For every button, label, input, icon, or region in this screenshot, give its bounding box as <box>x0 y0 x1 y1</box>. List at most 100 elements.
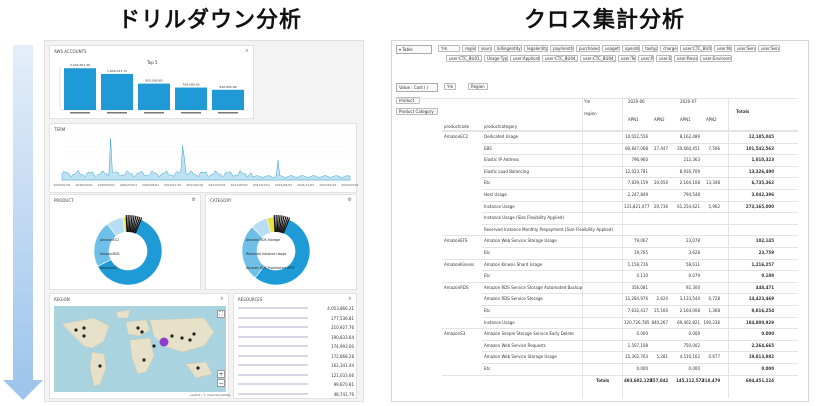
value-cell: 92,300 <box>686 284 700 290</box>
column-total-cell: 218,479 <box>702 377 721 383</box>
close-icon[interactable]: × <box>219 296 224 302</box>
aws-accounts-panel: AWS ACCOUNTS × Top 5 2,034,657.48 1,834,0… <box>49 45 254 119</box>
filter-chip[interactable]: usagetype <box>602 45 620 52</box>
settings-icon[interactable]: ⚙ <box>191 197 196 203</box>
grid-border <box>442 258 798 260</box>
value-cell: 79,067 <box>634 238 648 244</box>
row-category: Etc <box>484 273 491 279</box>
bar <box>212 89 244 110</box>
region-map[interactable] <box>54 306 226 392</box>
value-cell: 20,660,451 <box>677 145 700 151</box>
value-cell: 0.677 <box>708 354 720 360</box>
x-tick-label: 2020/05/01 <box>98 183 115 187</box>
filter-chip[interactable]: user:CTC_BU04_System <box>680 45 712 52</box>
donut-small-slice <box>273 215 276 233</box>
x-tick-label: 2021/05/01 <box>231 183 248 187</box>
filter-chip[interactable]: user:Environment <box>700 55 732 62</box>
row-category: Dedicated Usage <box>484 134 519 139</box>
grid-border <box>482 293 798 295</box>
filter-chip[interactable]: user:Application <box>510 55 540 62</box>
value-cell: 80,847,068 <box>625 145 648 151</box>
filter-chip[interactable]: user:Role <box>638 55 654 62</box>
resource-cost: 48,741.76 <box>333 391 354 397</box>
grid-border <box>728 98 729 398</box>
region-pin <box>82 326 86 330</box>
x-tick-label: 2021/01/01 <box>186 183 203 187</box>
filter-chip[interactable]: Ym <box>438 45 460 52</box>
row-total-cell: 12,185,045 <box>748 134 774 139</box>
settings-icon[interactable]: ⚙ <box>347 197 352 203</box>
row-total-cell: 101,542,562 <box>745 145 774 151</box>
filter-chip[interactable]: user:Revision <box>674 55 698 62</box>
resource-cost: 99,870.81 <box>333 382 354 387</box>
filter-chip[interactable]: chargetype <box>660 45 678 52</box>
donut-label: Amazon RDS Provisioned IOPS <box>246 266 294 270</box>
row-total-cell: 3,042,396 <box>751 192 774 197</box>
panel-title: AWS ACCOUNTS <box>54 49 87 54</box>
value-cell: 0.000 <box>636 331 648 337</box>
row-total-cell: 23,759 <box>758 250 774 255</box>
filter-chip[interactable]: Usage Type <box>484 55 508 62</box>
fullscreen-icon[interactable]: ⛶ <box>217 310 225 318</box>
row-total-cell: 1,216,257 <box>751 261 774 267</box>
filter-chip[interactable]: region <box>462 45 476 52</box>
resource-name-redacted <box>238 392 308 395</box>
filter-chip[interactable]: user:Env <box>656 55 672 62</box>
resource-cost: 277,536.81 <box>331 315 354 321</box>
row-category: Elastic Load Balancing <box>484 168 529 174</box>
col-chip-region[interactable]: Region <box>468 83 488 90</box>
x-tick-label: 2020/01/01 <box>53 183 70 187</box>
zoom-out-button[interactable]: − <box>217 379 225 387</box>
filter-chip[interactable]: paymentterm <box>550 45 574 52</box>
value-cell: 750,002 <box>683 342 700 348</box>
term-series-area <box>61 138 351 181</box>
filter-chip[interactable]: legalentity <box>524 45 548 52</box>
row-category: Amazon Simple Storage Service Early Dele… <box>484 331 574 337</box>
zoom-in-button[interactable]: + <box>217 370 225 378</box>
filter-chip[interactable]: user:CTC_BU04_Type <box>580 55 616 62</box>
filter-chip[interactable]: user:CTC_BU04_Name <box>542 55 578 62</box>
down-arrow-shaft <box>13 45 33 385</box>
value-cell: 3,133,544 <box>679 296 700 302</box>
filter-chip[interactable]: purchaseoption <box>576 45 600 52</box>
bar-category-label <box>107 112 127 114</box>
grid-border <box>482 142 798 144</box>
row-chip-product[interactable]: Product <box>396 97 420 104</box>
row-chip-category[interactable]: Product Category <box>396 108 438 115</box>
donut-label: Amazon RDS Storage <box>246 238 280 242</box>
value-cell: 15,302,763 <box>625 354 648 360</box>
filter-chip[interactable]: user:Server <box>758 45 780 52</box>
grid-border <box>482 165 798 167</box>
filter-chip[interactable]: user:Team <box>618 55 636 62</box>
col-chip-ym[interactable]: Ym <box>444 83 457 90</box>
close-icon[interactable]: × <box>347 296 352 302</box>
value-cell: 8,162,489 <box>679 134 700 139</box>
resource-name-redacted <box>238 316 308 319</box>
column-total-cell: 145,112,572 <box>676 377 705 383</box>
filter-chip[interactable]: billingentity <box>494 45 522 52</box>
value-cell: 19,765 <box>634 250 648 255</box>
row-product: AmazonEC2 <box>444 134 469 139</box>
grid-border <box>442 374 798 376</box>
filter-chip[interactable]: user:Name <box>714 45 732 52</box>
close-icon[interactable]: × <box>244 48 249 54</box>
bar-legend: Top 5 <box>147 60 158 65</box>
filter-chip[interactable]: source <box>478 45 492 52</box>
row-product: AmazonEFS <box>444 238 468 244</box>
resource-name-redacted <box>238 345 308 347</box>
filter-chip[interactable]: user:CTC_BU01_Owner <box>446 55 482 62</box>
row-total-cell: 0.000 <box>761 366 774 371</box>
value-aggregator-select[interactable]: Value : Cost ( ) <box>396 83 438 92</box>
value-cell: 3,628 <box>688 250 700 255</box>
region-header: APN1 <box>628 117 639 122</box>
grid-border <box>442 131 798 132</box>
filter-chip[interactable]: operation <box>622 45 640 52</box>
renderer-select[interactable]: ▾ Table <box>396 45 432 54</box>
grid-border <box>482 154 798 156</box>
row-category: Amazon Kinesis Shard Usage <box>484 261 543 267</box>
donut-label: Reserved Instance Usage <box>246 252 286 256</box>
row-category: Etc <box>484 180 491 186</box>
term-line-chart: 2020/01/01 2020/03/01 2020/05/01 2020/07/01… <box>53 135 359 187</box>
filter-chip[interactable]: taxtype <box>642 45 658 52</box>
filter-chip[interactable]: user:Service <box>734 45 756 52</box>
